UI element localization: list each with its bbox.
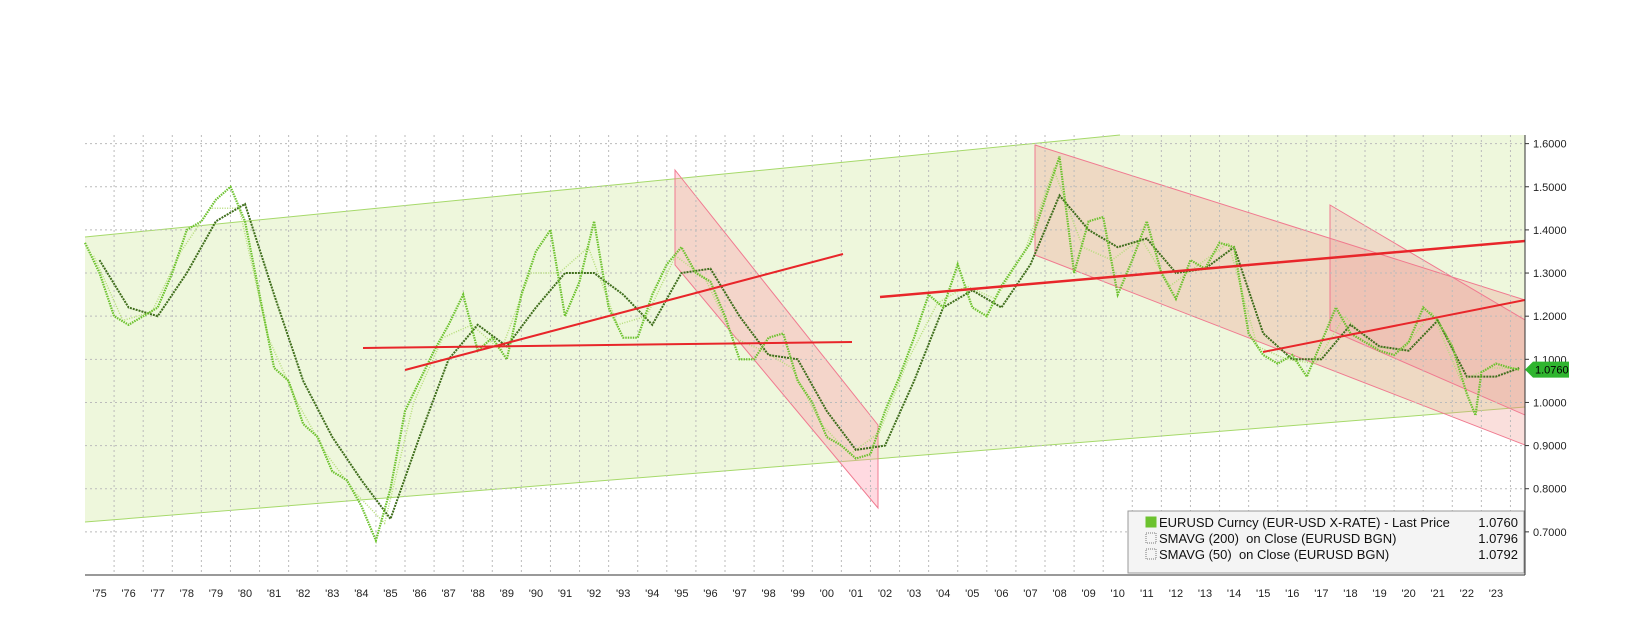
x-tick-label: '23: [1489, 588, 1503, 600]
last-price-tag: [1525, 361, 1569, 378]
x-tick-label: '94: [645, 588, 659, 600]
y-tick-label: 1.6000: [1533, 139, 1567, 151]
x-tick-label: '97: [732, 588, 746, 600]
legend-entries: EURUSD Curncy (EUR-USD X-RATE) - Last Pr…: [1145, 515, 1518, 562]
x-tick-label: '09: [1081, 588, 1095, 600]
x-tick-label: '79: [209, 588, 223, 600]
legend: EURUSD Curncy (EUR-USD X-RATE) - Last Pr…: [1127, 510, 1525, 574]
y-tick-label: 0.9000: [1533, 441, 1567, 453]
x-tick-label: '04: [936, 588, 950, 600]
legend-box: [1127, 510, 1525, 574]
x-tick-label: '98: [761, 588, 775, 600]
trend-line: [879, 239, 1526, 299]
trend-line: [362, 341, 853, 349]
series-line: [93, 167, 1520, 525]
series-line: [98, 193, 1520, 521]
series-lines: [84, 156, 1520, 544]
x-tick-label: '03: [907, 588, 921, 600]
x-tick-label: '96: [703, 588, 717, 600]
series-line: [84, 156, 1520, 544]
x-tick-label: '02: [878, 588, 892, 600]
x-tick-label: '83: [325, 588, 339, 600]
x-tick-label: '86: [412, 588, 426, 600]
y-tick-label: 1.2000: [1533, 311, 1567, 323]
x-tick-label: '14: [1227, 588, 1241, 600]
x-tick-label: '15: [1256, 588, 1270, 600]
x-tick-label: '08: [1052, 588, 1066, 600]
x-tick-label: '16: [1285, 588, 1299, 600]
ticks: 0.70000.80000.90001.00001.10001.20001.30…: [92, 139, 1569, 600]
legend-label: SMAVG (200) on Close (EURUSD BGN): [1159, 531, 1396, 546]
x-tick-label: '76: [121, 588, 135, 600]
x-tick-label: '13: [1198, 588, 1212, 600]
x-tick-label: '07: [1023, 588, 1037, 600]
trend-lines: [362, 239, 1526, 371]
x-tick-label: '77: [151, 588, 165, 600]
x-tick-label: '20: [1401, 588, 1415, 600]
trend-line: [1262, 299, 1526, 353]
x-tick-label: '06: [994, 588, 1008, 600]
x-tick-label: '92: [587, 588, 601, 600]
x-tick-label: '00: [820, 588, 834, 600]
legend-label: SMAVG (50) on Close (EURUSD BGN): [1159, 547, 1389, 562]
x-tick-label: '84: [354, 588, 368, 600]
channel-line: [84, 134, 1121, 238]
x-tick-label: '75: [92, 588, 106, 600]
y-tick-label: 1.3000: [1533, 268, 1567, 280]
x-tick-label: '89: [500, 588, 514, 600]
x-tick-label: '11: [1140, 588, 1154, 600]
legend-label: EURUSD Curncy (EUR-USD X-RATE) - Last Pr…: [1159, 515, 1450, 530]
x-tick-label: '88: [471, 588, 485, 600]
x-tick-label: '18: [1343, 588, 1357, 600]
x-tick-label: '90: [529, 588, 543, 600]
x-tick-label: '10: [1111, 588, 1125, 600]
x-tick-label: '99: [791, 588, 805, 600]
x-tick-label: '87: [441, 588, 455, 600]
legend-value: 1.0796: [1478, 531, 1518, 546]
legend-value: 1.0792: [1478, 547, 1518, 562]
x-tick-label: '80: [238, 588, 252, 600]
legend-swatch: [1145, 548, 1157, 560]
channels: [84, 134, 1526, 523]
channel-line: [84, 406, 1526, 523]
y-tick-label: 0.7000: [1533, 527, 1567, 539]
x-tick-label: '81: [267, 588, 281, 600]
x-tick-label: '17: [1314, 588, 1328, 600]
legend-swatch: [1145, 516, 1157, 528]
x-tick-label: '21: [1431, 588, 1445, 600]
last-price-label: 1.0760: [1535, 365, 1569, 377]
y-tick-label: 1.0000: [1533, 397, 1567, 409]
x-tick-label: '95: [674, 588, 688, 600]
x-tick-label: '78: [180, 588, 194, 600]
y-tick-label: 0.8000: [1533, 484, 1567, 496]
x-tick-label: '93: [616, 588, 630, 600]
green-channel: [85, 135, 1525, 522]
y-tick-label: 1.4000: [1533, 225, 1567, 237]
grid: [85, 135, 1525, 575]
x-tick-label: '91: [558, 588, 572, 600]
x-tick-label: '01: [849, 588, 863, 600]
pink-channel: [674, 168, 879, 510]
trend-line: [404, 253, 844, 371]
x-tick-label: '22: [1460, 588, 1474, 600]
x-tick-label: '85: [383, 588, 397, 600]
legend-swatch: [1145, 532, 1157, 544]
y-tick-label: 1.5000: [1533, 182, 1567, 194]
x-tick-label: '19: [1372, 588, 1386, 600]
legend-value: 1.0760: [1478, 515, 1518, 530]
x-tick-label: '05: [965, 588, 979, 600]
x-tick-label: '12: [1169, 588, 1183, 600]
x-tick-label: '82: [296, 588, 310, 600]
